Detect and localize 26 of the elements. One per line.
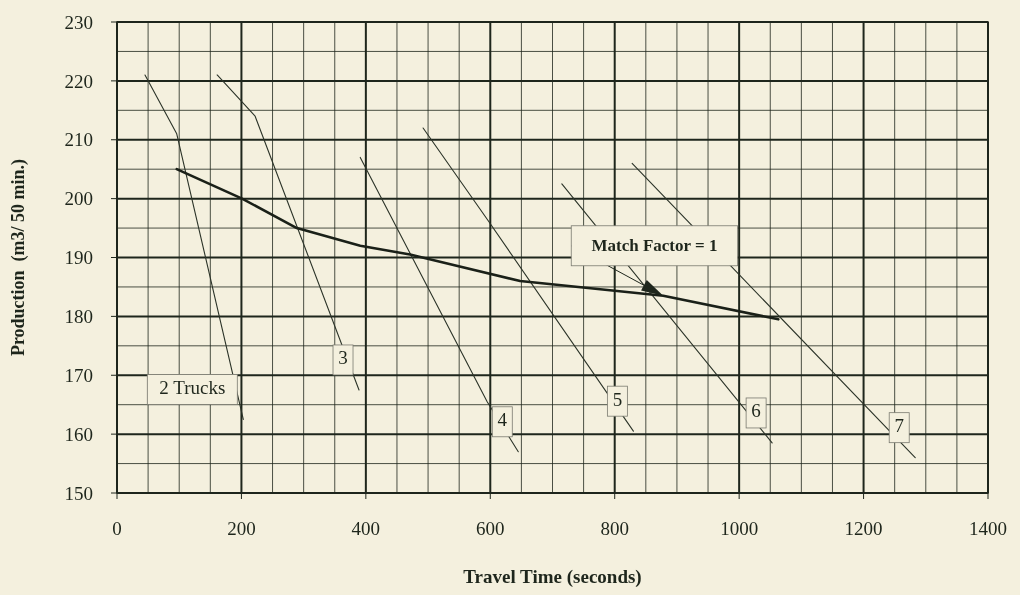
y-tick-label: 150 [64,482,93,504]
series-label: 2 Trucks [159,376,226,398]
y-axis-title: Production (m3/ 50 min.) [8,158,29,357]
x-tick-label: 0 [112,518,122,539]
x-tick-label: 800 [600,518,629,539]
series-label: 7 [894,415,904,437]
annotation: Match Factor = 1 [591,235,718,255]
y-tick-label: 200 [64,188,93,210]
y-tick-label: 230 [64,11,93,33]
series-label: 6 [751,400,761,422]
series-label: 3 [338,347,348,369]
x-tick-label: 200 [227,518,256,539]
series-label: 5 [612,388,623,410]
y-tick-label: 160 [64,423,93,445]
y-tick-label: 220 [64,70,93,92]
x-tick-label: 400 [351,518,381,539]
y-tick-label: 170 [64,364,93,386]
x-axis-title: Travel Time (seconds) [463,566,642,588]
series-label: 4 [497,409,508,431]
x-tick-label: 600 [476,518,505,539]
x-tick-label: 1000 [720,518,759,539]
y-tick-label: 180 [64,306,93,328]
y-tick-label: 210 [64,129,93,151]
x-tick-label: 1200 [844,518,883,539]
x-tick-label: 1400 [969,518,1007,539]
y-tick-label: 190 [64,247,93,269]
